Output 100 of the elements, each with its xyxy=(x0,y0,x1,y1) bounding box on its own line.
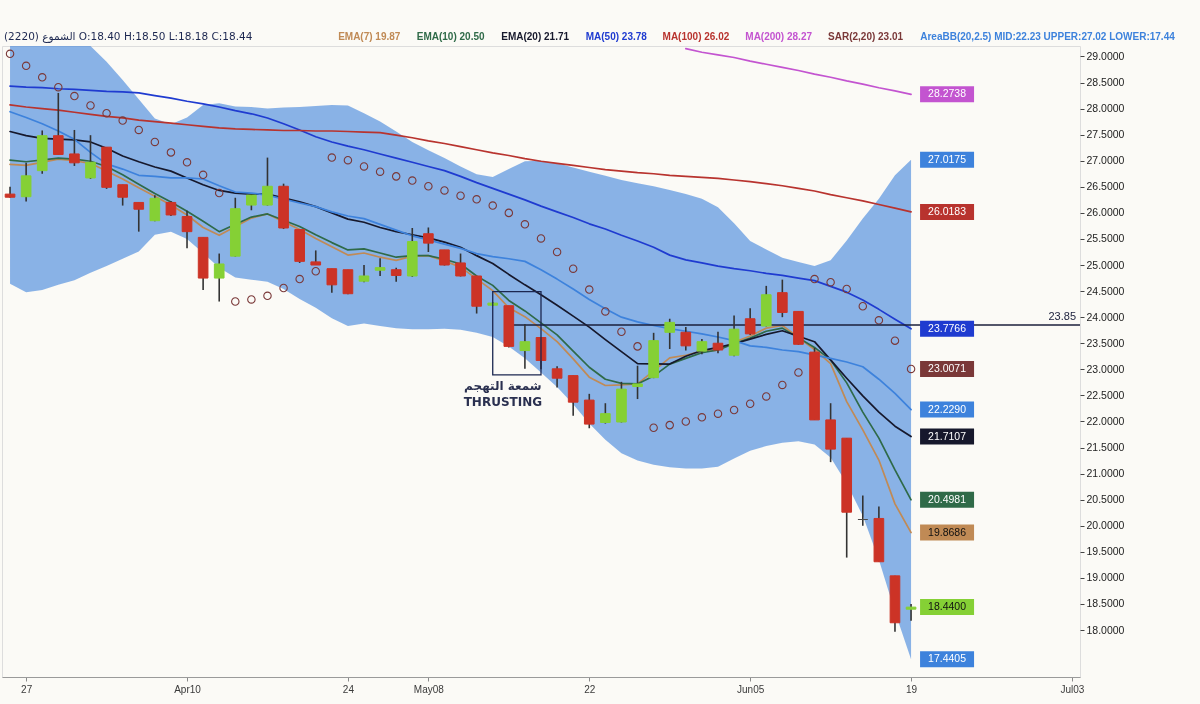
y-tick-label: 29.0000 xyxy=(1086,49,1125,62)
point xyxy=(214,188,224,198)
point xyxy=(263,291,272,301)
candlestick xyxy=(342,268,354,296)
y-tick-label: 26.5000 xyxy=(1086,180,1125,193)
point xyxy=(408,176,417,185)
point xyxy=(649,423,658,432)
data-label: 21.7107 xyxy=(928,429,967,442)
y-tick-label: 18.0000 xyxy=(1086,623,1125,636)
point xyxy=(37,73,47,82)
point xyxy=(198,170,208,180)
point xyxy=(391,172,401,181)
point xyxy=(568,264,578,273)
candlestick xyxy=(374,257,386,277)
point xyxy=(279,283,288,293)
point xyxy=(697,413,707,422)
y-tick-label: 28.5000 xyxy=(1086,76,1125,88)
text: AreaBB(20,2.5) MID:22.23 UPPER:27.02 LOWER:17.44 xyxy=(920,31,1176,42)
ref-line-label: 23.85 xyxy=(1048,310,1076,322)
point xyxy=(552,247,562,257)
point xyxy=(134,125,144,135)
y-tick-label: 24.5000 xyxy=(1086,284,1125,297)
point xyxy=(472,195,481,204)
candlestick xyxy=(632,364,643,400)
line-series xyxy=(684,47,912,96)
point xyxy=(826,277,835,287)
point xyxy=(118,116,127,125)
y-tick-label: 27.0000 xyxy=(1086,154,1125,167)
point xyxy=(102,109,111,118)
candlestick xyxy=(20,162,32,203)
candlestick xyxy=(680,326,692,352)
candlestick xyxy=(455,252,466,278)
point xyxy=(343,155,353,165)
point xyxy=(295,274,304,284)
point xyxy=(520,220,530,229)
point xyxy=(488,201,497,210)
candlestick xyxy=(423,226,434,253)
candlestick xyxy=(149,194,161,223)
data-label: 23.7766 xyxy=(928,321,967,334)
point xyxy=(70,91,79,101)
point xyxy=(424,182,433,191)
point xyxy=(729,405,739,415)
y-tick-label: 19.0000 xyxy=(1086,571,1125,584)
candlestick xyxy=(181,209,193,250)
text: MA(50) 23.78 xyxy=(585,31,648,42)
candlestick xyxy=(52,92,64,156)
candlestick xyxy=(262,156,273,207)
point xyxy=(585,285,594,294)
candlestick xyxy=(519,323,531,370)
point xyxy=(247,295,256,304)
data-label: 23.0071 xyxy=(928,361,967,374)
point xyxy=(681,417,691,426)
y-tick-label: 22.0000 xyxy=(1086,414,1125,427)
data-label: 26.0183 xyxy=(928,204,967,217)
annotation: 18.4400 xyxy=(928,600,967,613)
data-label: 19.8686 xyxy=(928,525,967,538)
text: EMA(10) 20.50 xyxy=(416,31,485,42)
point xyxy=(311,267,320,276)
y-tick-label: 25.5000 xyxy=(1086,232,1125,245)
x-tick-label: May08 xyxy=(413,683,445,695)
point xyxy=(745,399,755,408)
x-tick-label: Jun05 xyxy=(737,683,765,695)
point xyxy=(890,336,900,345)
y-tick-label: 27.5000 xyxy=(1086,128,1125,141)
line-series xyxy=(9,104,912,213)
point xyxy=(601,307,610,316)
point xyxy=(906,364,916,374)
y-tick-label: 26.0000 xyxy=(1086,206,1125,219)
x-tick-label: 22 xyxy=(584,683,596,695)
candlestick xyxy=(857,494,869,527)
data-label: 20.4981 xyxy=(928,492,967,505)
y-tick-label: 24.0000 xyxy=(1086,310,1125,323)
y-tick-label: 18.5000 xyxy=(1086,597,1125,610)
x-tick-label: Apr10 xyxy=(174,683,202,695)
point xyxy=(231,297,240,306)
point xyxy=(617,327,626,337)
point xyxy=(327,153,337,162)
text: MA(100) 26.02 xyxy=(662,31,730,42)
data-label: 28.2738 xyxy=(928,87,967,100)
text: EMA(7) 19.87 xyxy=(338,31,401,42)
point xyxy=(375,167,385,176)
candlestick xyxy=(712,330,724,354)
candlestick xyxy=(664,317,676,350)
y-tick-label: 25.0000 xyxy=(1086,258,1125,271)
candlestick xyxy=(583,393,595,430)
y-tick-label: 22.5000 xyxy=(1086,388,1125,401)
annotation: 17.4405 xyxy=(928,652,967,665)
data-label: 22.2290 xyxy=(928,402,967,415)
candlestick xyxy=(326,267,338,294)
point xyxy=(665,420,674,430)
y-tick-label: 21.5000 xyxy=(1086,441,1125,454)
line-series xyxy=(9,85,912,330)
candlestick xyxy=(69,129,80,167)
y-tick-label: 23.5000 xyxy=(1086,336,1125,349)
x-tick-label: Jul03 xyxy=(1060,683,1085,695)
point xyxy=(359,162,369,171)
point xyxy=(456,191,465,200)
point xyxy=(182,158,192,167)
x-tick-label: 19 xyxy=(906,683,918,695)
point xyxy=(874,316,884,325)
